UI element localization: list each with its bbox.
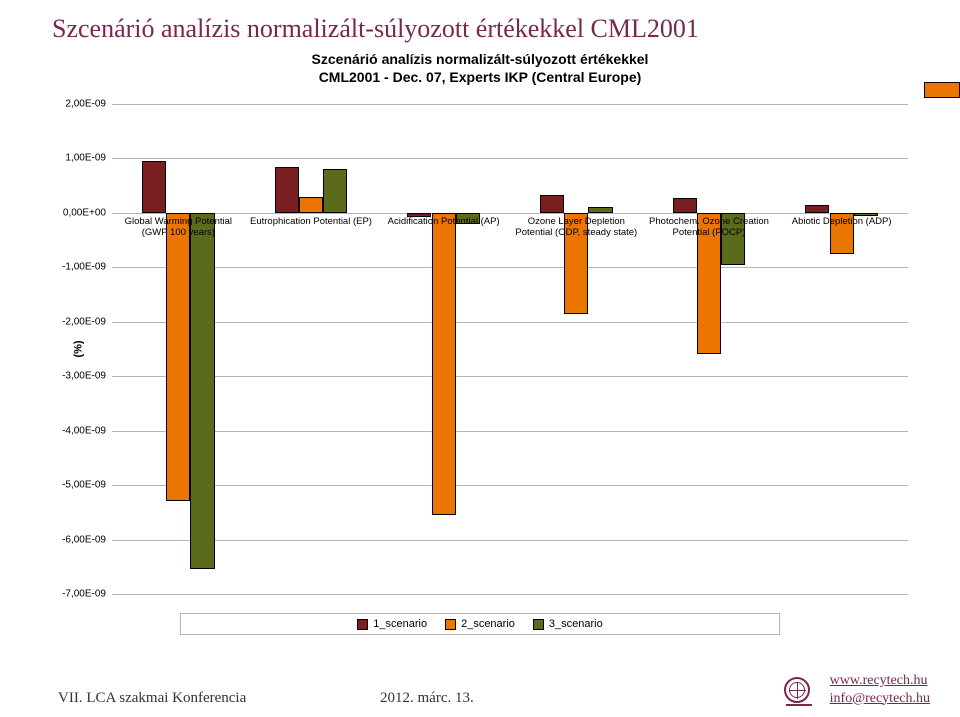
bar bbox=[432, 213, 456, 515]
bar bbox=[275, 167, 299, 213]
bar bbox=[805, 205, 829, 213]
y-tick-label: -2,00E-09 bbox=[52, 316, 106, 327]
bar bbox=[299, 197, 323, 213]
y-tick-label: -3,00E-09 bbox=[52, 371, 106, 382]
legend-swatch bbox=[357, 619, 368, 630]
footer-mid: 2012. márc. 13. bbox=[380, 690, 474, 707]
bar bbox=[142, 161, 166, 213]
legend-item: 1_scenario bbox=[357, 618, 427, 630]
y-tick-label: -4,00E-09 bbox=[52, 425, 106, 436]
globe-icon bbox=[784, 677, 810, 703]
plot-area: Global Warming Potential (GWP 100 years)… bbox=[112, 104, 908, 594]
category-label: Eutrophication Potential (EP) bbox=[245, 217, 378, 228]
bar bbox=[323, 169, 347, 213]
category-label: Photochem. Ozone Creation Potential (POC… bbox=[643, 217, 776, 239]
gridline bbox=[112, 213, 908, 214]
y-tick-label: 0,00E+00 bbox=[52, 207, 106, 218]
footer-link-mail[interactable]: info@recytech.hu bbox=[830, 691, 930, 706]
legend-item: 2_scenario bbox=[445, 618, 515, 630]
bar bbox=[673, 198, 697, 213]
y-tick-label: -6,00E-09 bbox=[52, 534, 106, 545]
legend-swatch bbox=[445, 619, 456, 630]
legend-label: 2_scenario bbox=[461, 618, 515, 630]
gridline bbox=[112, 267, 908, 268]
footer-left: VII. LCA szakmai Konferencia bbox=[58, 690, 246, 707]
y-tick-label: -1,00E-09 bbox=[52, 262, 106, 273]
chart-title-l2: CML2001 - Dec. 07, Experts IKP (Central … bbox=[319, 69, 642, 85]
footer-right: www.recytech.hu info@recytech.hu bbox=[830, 672, 930, 707]
gridline bbox=[112, 158, 908, 159]
category-label: Ozone Layer Depletion Potential (ODP, st… bbox=[510, 217, 643, 239]
bar bbox=[166, 213, 190, 502]
bar bbox=[588, 207, 612, 212]
gridline bbox=[112, 485, 908, 486]
legend-item: 3_scenario bbox=[533, 618, 603, 630]
gridline bbox=[112, 540, 908, 541]
gridline bbox=[112, 322, 908, 323]
y-axis-label: (%) bbox=[73, 340, 85, 357]
legend: 1_scenario 2_scenario 3_scenario bbox=[180, 613, 780, 635]
legend-swatch bbox=[533, 619, 544, 630]
deco-orange-box bbox=[924, 82, 960, 98]
legend-label: 3_scenario bbox=[549, 618, 603, 630]
y-tick-label: 1,00E-09 bbox=[52, 153, 106, 164]
gridline bbox=[112, 104, 908, 105]
category-label: Acidification Potential (AP) bbox=[377, 217, 510, 228]
legend-label: 1_scenario bbox=[373, 618, 427, 630]
bar bbox=[540, 195, 564, 212]
y-tick-label: 2,00E-09 bbox=[52, 99, 106, 110]
category-label: Abiotic Depletion (ADP) bbox=[775, 217, 908, 228]
bar bbox=[190, 213, 214, 570]
gridline bbox=[112, 594, 908, 595]
chart-title-l1: Szcenárió analízis normalizált-súlyozott… bbox=[312, 51, 649, 67]
y-tick-label: -5,00E-09 bbox=[52, 480, 106, 491]
gridline bbox=[112, 376, 908, 377]
chart-area: Global Warming Potential (GWP 100 years)… bbox=[52, 104, 908, 594]
page-title: Szcenárió analízis normalizált-súlyozott… bbox=[0, 0, 960, 44]
chart-title: Szcenárió analízis normalizált-súlyozott… bbox=[0, 50, 960, 86]
gridline bbox=[112, 431, 908, 432]
footer-link-www[interactable]: www.recytech.hu bbox=[830, 673, 928, 688]
y-tick-label: -7,00E-09 bbox=[52, 589, 106, 600]
category-label: Global Warming Potential (GWP 100 years) bbox=[112, 217, 245, 239]
